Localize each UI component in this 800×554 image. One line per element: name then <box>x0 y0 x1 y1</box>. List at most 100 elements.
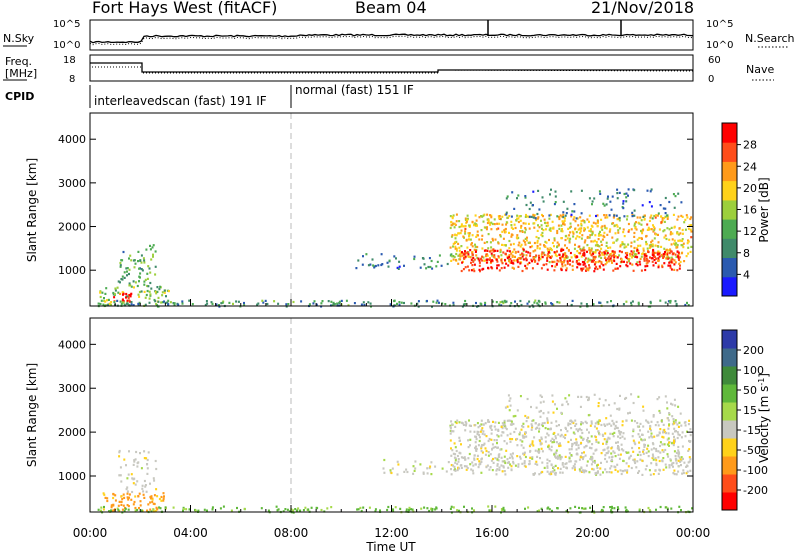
echo-cell <box>551 470 554 473</box>
echo-cell <box>553 251 556 254</box>
echo-cell <box>478 259 481 262</box>
echo-cell <box>114 289 117 292</box>
echo-cell <box>457 460 460 463</box>
echo-cell <box>501 243 503 246</box>
echo-cell <box>294 508 297 511</box>
echo-cell <box>143 450 146 453</box>
echo-cell <box>540 447 543 450</box>
echo-cell <box>471 220 474 223</box>
echo-cell <box>481 215 484 218</box>
echo-cell <box>128 450 130 453</box>
echo-cell <box>546 466 549 469</box>
echo-cell <box>589 457 592 461</box>
echo-cell <box>668 444 670 447</box>
echo-cell <box>634 255 637 258</box>
echo-cell <box>526 416 529 419</box>
echo-cell <box>588 471 591 474</box>
echo-cell <box>576 235 579 238</box>
echo-cell <box>461 251 463 254</box>
echo-cell <box>143 457 146 460</box>
echo-cell <box>534 259 537 262</box>
echo-cell <box>642 252 644 255</box>
echo-cell <box>150 497 153 500</box>
time-tick-label: 08:00 <box>274 526 309 540</box>
echo-cell <box>576 217 579 220</box>
echo-cell <box>685 214 688 217</box>
echo-cell <box>523 453 526 456</box>
echo-cell <box>134 506 137 510</box>
echo-cell <box>591 233 593 236</box>
echo-cell <box>310 506 313 509</box>
echo-cell <box>682 471 685 475</box>
echo-cell <box>338 300 341 303</box>
echo-cell <box>387 265 390 268</box>
echo-cell <box>643 443 646 446</box>
echo-cell <box>633 231 636 235</box>
echo-cell <box>597 238 600 241</box>
echo-cell <box>489 453 492 456</box>
echo-cell <box>609 253 612 256</box>
echo-cell <box>520 444 523 447</box>
echo-cell <box>139 504 142 507</box>
echo-cell <box>549 193 551 196</box>
echo-cell <box>149 248 152 251</box>
echo-cell <box>480 450 483 453</box>
echo-cell <box>618 448 621 452</box>
echo-cell <box>630 301 633 304</box>
echo-cell <box>496 458 499 461</box>
echo-cell <box>450 473 453 476</box>
echo-cell <box>527 222 530 225</box>
echo-cell <box>477 234 479 237</box>
echo-cell <box>101 291 104 294</box>
echo-cell <box>149 501 152 504</box>
echo-cell <box>650 432 653 435</box>
echo-cell <box>204 303 207 307</box>
echo-cell <box>457 242 460 245</box>
echo-cell <box>481 427 484 430</box>
echo-cell <box>452 242 455 245</box>
echo-cell <box>536 247 539 250</box>
echo-cell <box>361 263 364 266</box>
echo-cell <box>622 202 625 205</box>
echo-cell <box>555 424 558 428</box>
echo-cell <box>427 265 430 269</box>
echo-cell <box>426 472 429 475</box>
echo-cell <box>626 251 629 255</box>
echo-cell <box>546 257 549 260</box>
echo-cell <box>657 456 660 459</box>
echo-cell <box>486 249 489 252</box>
echo-cell <box>663 443 666 446</box>
echo-cell <box>450 235 453 238</box>
echo-cell <box>599 419 601 422</box>
echo-cell <box>474 463 477 466</box>
echo-cell <box>644 252 647 256</box>
echo-cell <box>514 250 517 254</box>
echo-cell <box>545 224 548 228</box>
echo-cell <box>503 421 506 424</box>
echo-cell <box>612 222 615 225</box>
echo-cell <box>605 244 608 248</box>
echo-cell <box>497 242 500 245</box>
echo-cell <box>547 445 549 448</box>
echo-cell <box>499 301 502 304</box>
echo-cell <box>471 269 473 272</box>
echo-cell <box>650 243 652 247</box>
echo-cell <box>504 230 507 234</box>
echo-cell <box>667 300 670 303</box>
echo-cell <box>474 448 477 451</box>
echo-cell <box>525 431 527 434</box>
echo-cell <box>514 226 517 230</box>
echo-cell <box>606 250 609 253</box>
echo-cell <box>661 449 664 452</box>
echo-cell <box>543 421 546 425</box>
echo-cell <box>464 227 467 230</box>
echo-cell <box>581 507 584 510</box>
echo-cell <box>616 426 619 430</box>
echo-cell <box>381 263 384 266</box>
echo-cell <box>154 509 157 513</box>
echo-cell <box>571 443 574 446</box>
echo-cell <box>408 508 410 511</box>
echo-cell <box>560 411 563 414</box>
echo-cell <box>651 436 654 439</box>
echo-cell <box>531 245 534 248</box>
